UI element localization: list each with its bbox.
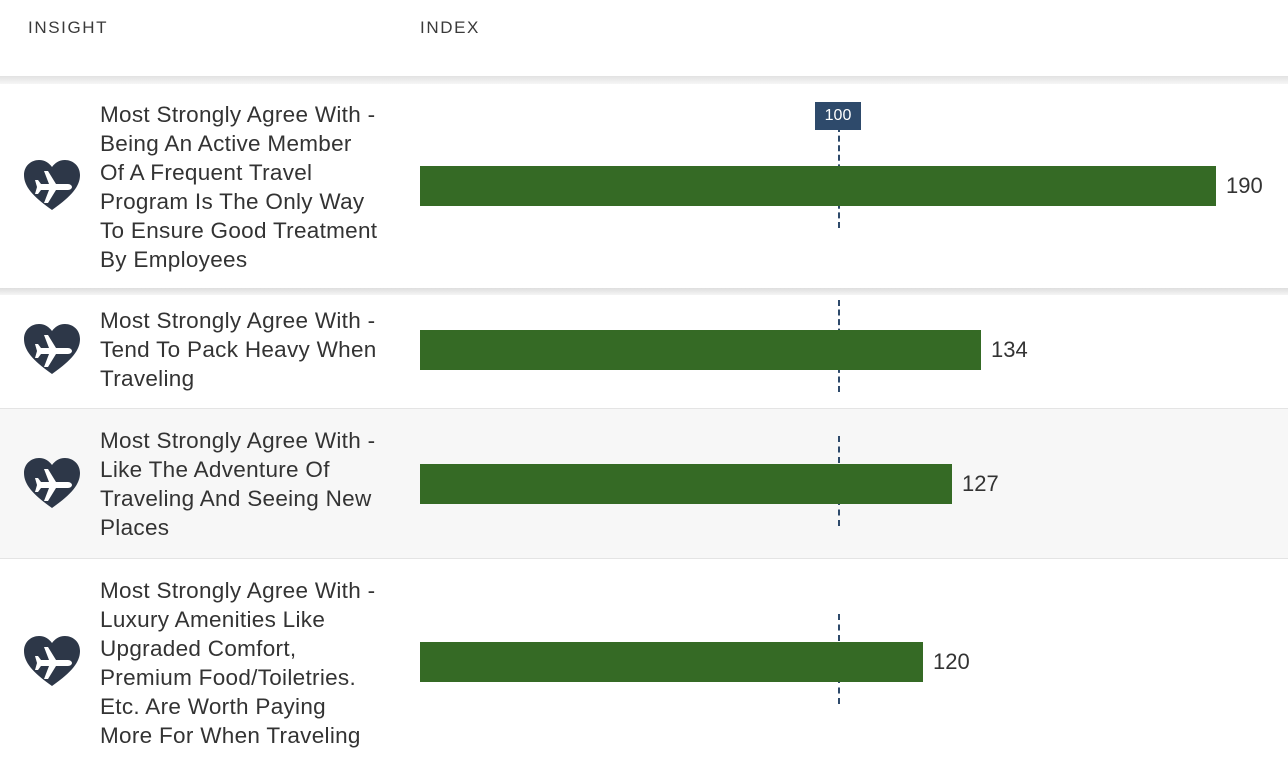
bar-value-label: 120	[933, 649, 970, 674]
insight-label-line: Premium Food/Toiletries.	[100, 665, 357, 690]
insight-label-line: Traveling And Seeing New	[100, 486, 372, 511]
insight-label-line: Most Strongly Agree With -	[100, 102, 376, 127]
index-bar	[420, 166, 1216, 206]
insight-label-line: Most Strongly Agree With -	[100, 578, 376, 603]
row-divider	[0, 408, 1288, 409]
heart-airplane-icon	[22, 634, 82, 688]
insight-label-line: Most Strongly Agree With -	[100, 428, 376, 453]
insight-label-line: Program Is The Only Way	[100, 189, 365, 214]
insight-column-header: INSIGHT	[28, 18, 109, 37]
row-shadow	[0, 288, 1288, 295]
row-divider	[0, 558, 1288, 559]
insight-label-line: Upgraded Comfort,	[100, 636, 297, 661]
bar-value-label: 190	[1226, 173, 1263, 198]
insight-label-line: More For When Traveling	[100, 723, 361, 748]
insight-label-line: Of A Frequent Travel	[100, 160, 313, 185]
insight-label-line: Etc. Are Worth Paying	[100, 694, 326, 719]
insight-label-line: Tend To Pack Heavy When	[100, 337, 377, 362]
table-header: INSIGHT INDEX	[0, 0, 1288, 76]
heart-airplane-icon	[22, 322, 82, 376]
heart-airplane-icon	[22, 158, 82, 212]
insight-label-line: Being An Active Member	[100, 131, 352, 156]
index-column-header: INDEX	[420, 18, 480, 37]
insight-label-line: Places	[100, 515, 170, 540]
index-bar	[420, 642, 923, 682]
insight-label-line: To Ensure Good Treatment	[100, 218, 378, 243]
header-shadow	[0, 76, 1288, 84]
index-bar	[420, 330, 981, 370]
insight-label-line: Luxury Amenities Like	[100, 607, 326, 632]
reference-value-tag: 100	[815, 102, 861, 130]
insight-label: Most Strongly Agree With - Being An Activ…	[100, 100, 410, 274]
insight-label: Most Strongly Agree With - Like The Adven…	[100, 426, 410, 542]
heart-airplane-icon	[22, 456, 82, 510]
bar-value-label: 134	[991, 337, 1028, 362]
insight-label-line: Like The Adventure Of	[100, 457, 330, 482]
insight-label-line: Most Strongly Agree With -	[100, 308, 376, 333]
insight-label-line: By Employees	[100, 247, 248, 272]
bar-value-label: 127	[962, 471, 999, 496]
insight-label: Most Strongly Agree With - Luxury Ameniti…	[100, 576, 410, 750]
insight-label: Most Strongly Agree With - Tend To Pack H…	[100, 306, 410, 393]
index-bar	[420, 464, 952, 504]
insight-label-line: Traveling	[100, 366, 195, 391]
